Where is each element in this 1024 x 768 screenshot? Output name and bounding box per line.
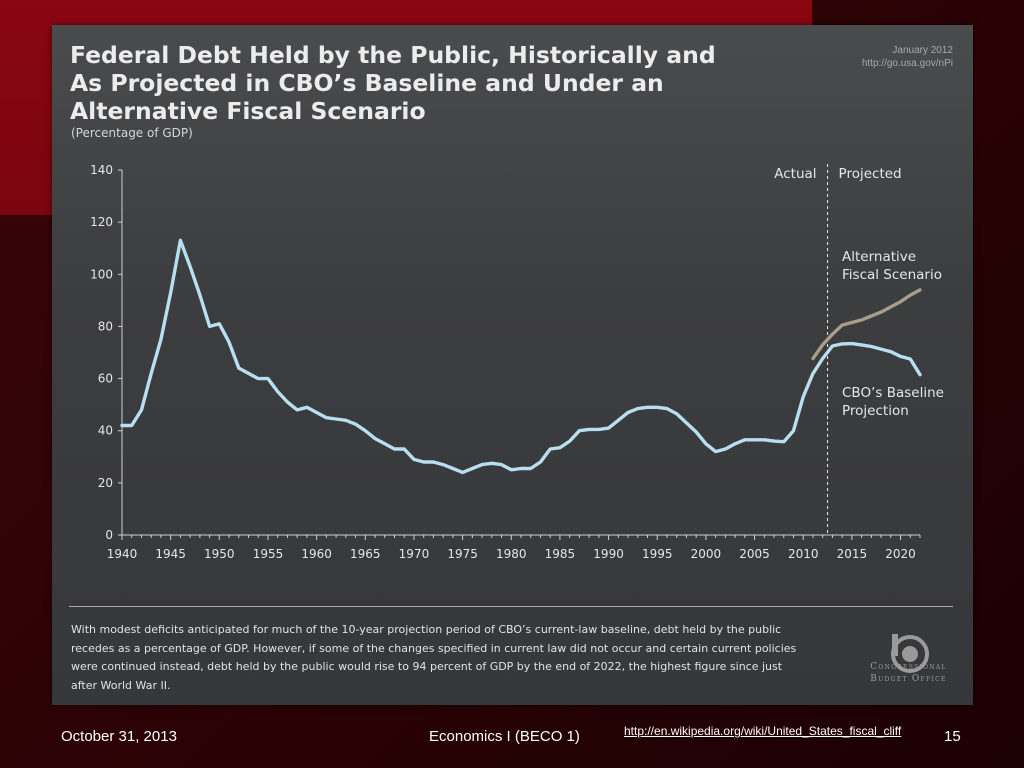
x-tick-label: 1970: [399, 547, 430, 561]
actual-label: Actual: [774, 166, 816, 182]
caption-line: recedes as a percentage of GDP. However,…: [71, 641, 797, 655]
x-tick-label: 2000: [691, 547, 722, 561]
caption-divider: [69, 606, 953, 607]
series-line-baseline: [120, 238, 922, 475]
x-tick-label: 2015: [837, 547, 868, 561]
x-tick-label: 1965: [350, 547, 381, 561]
baseline-label: Projection: [842, 403, 909, 419]
caption-line: With modest deficits anticipated for muc…: [71, 623, 782, 636]
y-tick-label: 40: [98, 424, 113, 438]
title-line-2: As Projected in CBO’s Baseline and Under…: [70, 69, 664, 97]
x-tick-label: 1980: [496, 547, 527, 561]
slide-course: Economics I (BECO 1): [429, 728, 580, 745]
y-tick-label: 60: [98, 372, 113, 386]
series-lines: [120, 238, 922, 475]
y-tick-label: 100: [90, 267, 113, 281]
x-tick-label: 1955: [253, 547, 284, 561]
slide-page-number: 15: [944, 728, 961, 745]
title-line-1: Federal Debt Held by the Public, Histori…: [70, 41, 716, 69]
series-labels: Alternative Fiscal Scenario CBO’s Baseline…: [842, 249, 944, 419]
source-date: January 2012: [892, 45, 953, 56]
x-tick-label: 1950: [204, 547, 235, 561]
x-tick-label: 2005: [739, 547, 770, 561]
source-url[interactable]: http://go.usa.gov/nPi: [861, 58, 953, 69]
y-tick-label: 20: [98, 476, 113, 490]
actual-projected-divider: Actual Projected: [774, 164, 902, 535]
cbo-wordmark: Congressional Budget Office: [857, 661, 960, 685]
figure-caption: With modest deficits anticipated for muc…: [71, 621, 831, 695]
slide-date: October 31, 2013: [61, 728, 177, 745]
x-tick-label: 1985: [545, 547, 576, 561]
x-tick-label: 1940: [107, 547, 138, 561]
x-tick-label: 1990: [593, 547, 624, 561]
figure-title: Federal Debt Held by the Public, Histori…: [70, 41, 790, 125]
caption-line: were continued instead, debt held by the…: [71, 660, 783, 673]
title-line-3: Alternative Fiscal Scenario: [70, 97, 426, 125]
x-tick-label: 2020: [885, 547, 916, 561]
y-axis: 0 20 40 60 80 100 120 140: [90, 163, 123, 542]
figure-panel: Federal Debt Held by the Public, Histori…: [52, 25, 973, 705]
y-tick-label: 140: [90, 163, 113, 177]
y-tick-label: 0: [105, 528, 113, 542]
x-tick-label: 1995: [642, 547, 673, 561]
x-axis: 1940 1945 1950 1955 1960 1965 1970 1975 1980 1985…: [107, 534, 921, 561]
cbo-logo-icon: [891, 634, 929, 673]
baseline-label: CBO’s Baseline: [842, 385, 944, 401]
y-tick-label: 120: [90, 215, 113, 229]
alternative-label: Alternative: [842, 249, 916, 265]
figure-source: January 2012 http://go.usa.gov/nPi: [862, 44, 953, 70]
series-line-alternative: [811, 288, 922, 361]
cbo-wordmark-line-2: Budget Office: [870, 674, 947, 684]
caption-line: after World War II.: [71, 678, 171, 692]
x-tick-label: 1945: [155, 547, 186, 561]
x-tick-label: 2010: [788, 547, 819, 561]
y-tick-label: 80: [98, 319, 113, 333]
x-tick-label: 1960: [301, 547, 332, 561]
projected-label: Projected: [839, 166, 902, 182]
wikipedia-link[interactable]: http://en.wikipedia.org/wiki/United_Stat…: [624, 724, 902, 738]
alternative-label: Fiscal Scenario: [842, 267, 942, 283]
x-tick-label: 1975: [447, 547, 478, 561]
cbo-wordmark-line-1: Congressional: [870, 662, 947, 672]
figure-subtitle: (Percentage of GDP): [71, 126, 193, 140]
